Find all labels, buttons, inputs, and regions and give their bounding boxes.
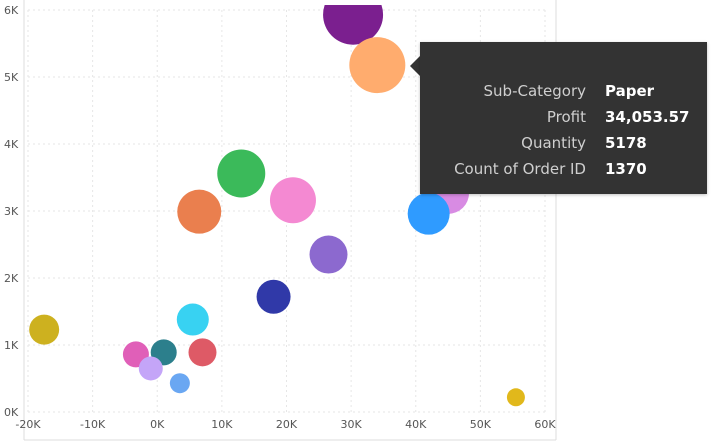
data-point-bubble[interactable]	[177, 189, 222, 234]
x-tick-label: 0K	[150, 418, 165, 431]
data-point-bubble[interactable]	[217, 149, 266, 198]
tooltip-row-profit: Profit 34,053.57	[420, 106, 707, 128]
y-tick-label: 2K	[4, 272, 19, 285]
x-tick-label: 10K	[211, 418, 233, 431]
data-point-bubble[interactable]	[323, 0, 384, 45]
data-points	[29, 0, 525, 407]
data-point-bubble[interactable]	[138, 356, 163, 381]
x-tick-label: -20K	[15, 418, 41, 431]
tooltip-row-order-count: Count of Order ID 1370	[420, 158, 707, 180]
tooltip-pointer	[410, 56, 420, 76]
x-axis-tick-labels: -20K -10K 0K 10K 20K 30K 40K 50K 60K	[15, 418, 556, 431]
tooltip-row-quantity: Quantity 5178	[420, 132, 707, 154]
data-point-bubble[interactable]	[309, 235, 348, 274]
y-tick-label: 1K	[4, 339, 19, 352]
x-tick-label: -10K	[80, 418, 106, 431]
tooltip-value: 34,053.57	[605, 108, 690, 126]
tooltip-label: Sub-Category	[483, 82, 586, 100]
x-tick-label: 30K	[341, 418, 363, 431]
data-point-bubble[interactable]	[29, 314, 60, 345]
data-point-bubble[interactable]	[349, 37, 406, 94]
data-point-bubble[interactable]	[188, 338, 217, 367]
data-point-bubble[interactable]	[269, 177, 316, 224]
tooltip-value: Paper	[605, 82, 655, 100]
tooltip-row-subcategory: Sub-Category Paper	[420, 80, 707, 102]
gridlines	[27, 9, 546, 413]
data-point-bubble[interactable]	[506, 388, 525, 407]
data-point-bubble[interactable]	[176, 303, 209, 336]
tooltip-value: 5178	[605, 134, 647, 152]
y-tick-label: 3K	[4, 205, 19, 218]
tooltip-label: Quantity	[521, 134, 586, 152]
data-point-bubble[interactable]	[256, 279, 291, 314]
y-tick-label: 0K	[4, 406, 19, 419]
x-tick-label: 20K	[276, 418, 298, 431]
data-point-bubble[interactable]	[407, 192, 450, 235]
y-axis-tick-labels: 0K 1K 2K 3K 4K 5K 6K	[4, 4, 19, 419]
x-tick-label: 40K	[405, 418, 427, 431]
tooltip-label: Count of Order ID	[454, 160, 586, 178]
tooltip-label: Profit	[546, 108, 586, 126]
y-tick-label: 6K	[4, 4, 19, 17]
tooltip-value: 1370	[605, 160, 647, 178]
y-tick-label: 5K	[4, 71, 19, 84]
x-tick-label: 50K	[470, 418, 492, 431]
data-tooltip: Sub-Category Paper Profit 34,053.57 Quan…	[420, 42, 707, 194]
y-tick-label: 4K	[4, 138, 19, 151]
data-point-bubble[interactable]	[169, 373, 190, 394]
x-tick-label: 60K	[534, 418, 556, 431]
